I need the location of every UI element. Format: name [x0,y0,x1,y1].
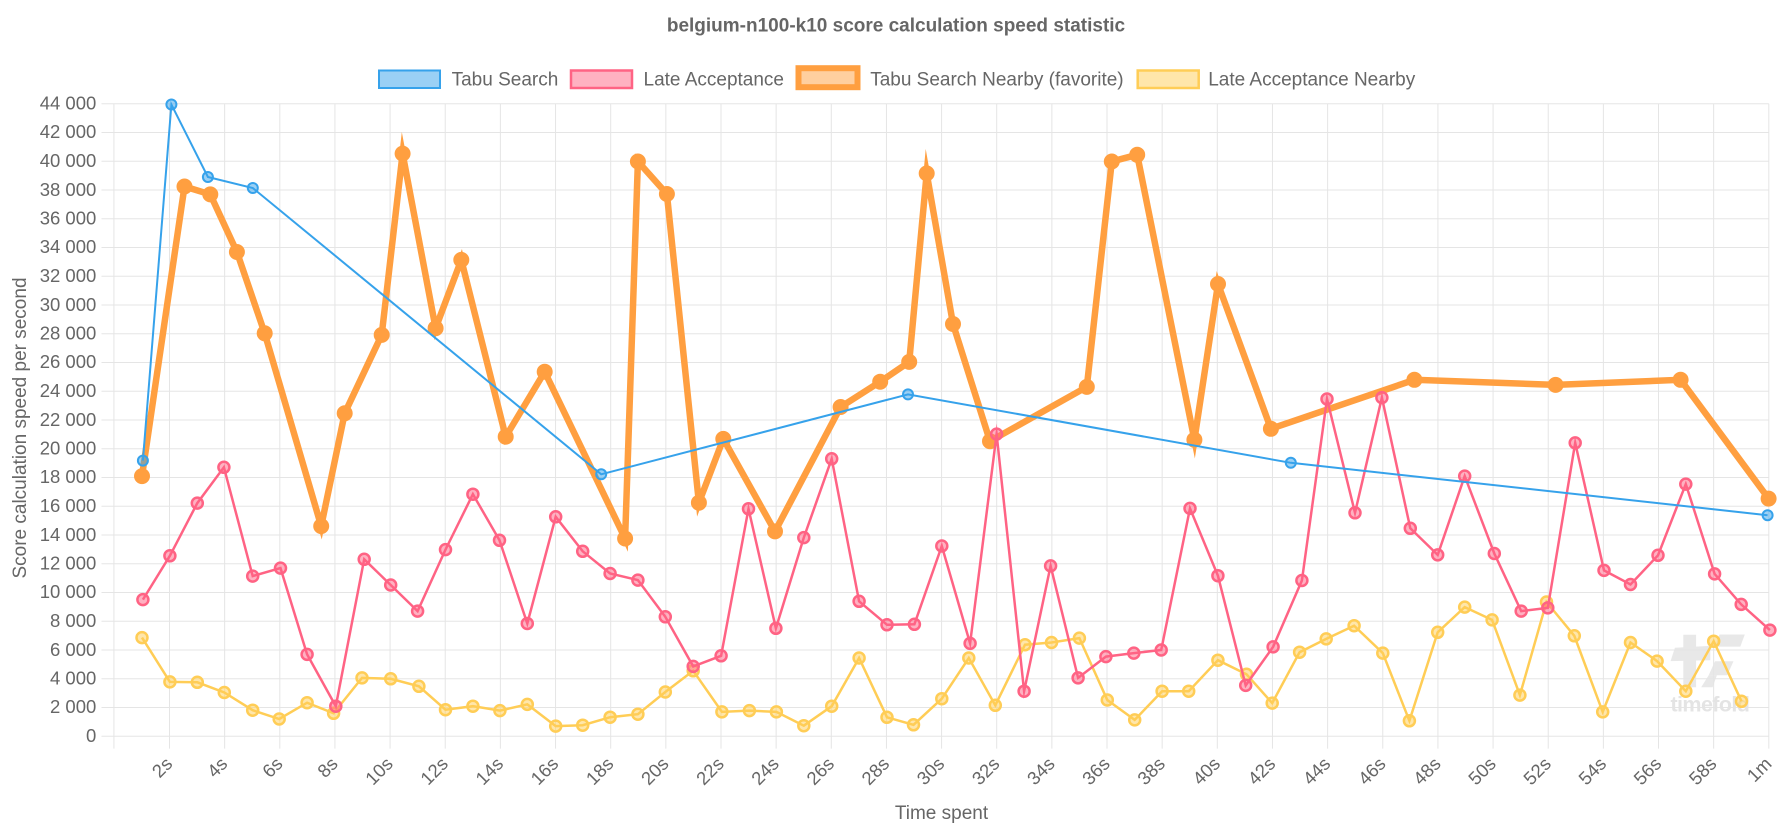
svg-text:52s: 52s [1519,753,1555,789]
svg-text:Tabu Search Nearby (favorite): Tabu Search Nearby (favorite) [870,70,1123,91]
svg-text:10s: 10s [361,753,397,789]
svg-text:50s: 50s [1464,753,1500,789]
svg-text:10 000: 10 000 [40,581,97,602]
svg-text:32s: 32s [968,753,1004,789]
svg-text:28 000: 28 000 [40,323,97,344]
svg-text:8 000: 8 000 [50,610,96,631]
svg-text:36 000: 36 000 [40,208,97,229]
svg-text:2s: 2s [148,753,177,782]
svg-text:34 000: 34 000 [40,236,97,257]
svg-text:48s: 48s [1409,753,1445,789]
svg-text:46s: 46s [1354,753,1390,789]
svg-text:22 000: 22 000 [40,409,97,430]
svg-text:34s: 34s [1023,753,1059,789]
svg-text:38s: 38s [1133,753,1169,789]
svg-text:0: 0 [86,725,96,746]
svg-text:16 000: 16 000 [40,495,97,516]
svg-text:30 000: 30 000 [40,294,97,315]
svg-text:20s: 20s [637,753,673,789]
svg-text:30s: 30s [912,753,948,789]
svg-text:26s: 26s [802,753,838,789]
svg-text:22s: 22s [692,753,728,789]
svg-text:44 000: 44 000 [40,93,97,114]
svg-text:4 000: 4 000 [50,668,96,689]
svg-text:14s: 14s [471,753,507,789]
svg-text:16s: 16s [526,753,562,789]
svg-text:56s: 56s [1629,753,1665,789]
svg-text:26 000: 26 000 [40,351,97,372]
svg-text:1m: 1m [1743,753,1776,786]
svg-text:40s: 40s [1188,753,1224,789]
svg-text:36s: 36s [1078,753,1114,789]
svg-text:2 000: 2 000 [50,696,96,717]
svg-text:28s: 28s [857,753,893,789]
svg-text:42 000: 42 000 [40,121,97,142]
svg-text:32 000: 32 000 [40,265,97,286]
svg-text:6s: 6s [258,753,287,782]
svg-text:Late Acceptance Nearby: Late Acceptance Nearby [1208,70,1416,91]
svg-text:Late Acceptance: Late Acceptance [644,70,785,91]
svg-text:belgium-n100-k10 score calcula: belgium-n100-k10 score calculation speed… [667,16,1126,37]
svg-text:8s: 8s [313,753,342,782]
svg-text:14 000: 14 000 [40,524,97,545]
svg-text:24s: 24s [747,753,783,789]
svg-text:20 000: 20 000 [40,438,97,459]
svg-text:38 000: 38 000 [40,179,97,200]
svg-text:12s: 12s [416,753,452,789]
svg-text:40 000: 40 000 [40,150,97,171]
svg-text:4s: 4s [203,753,232,782]
svg-text:Time spent: Time spent [895,803,989,824]
svg-text:18 000: 18 000 [40,466,97,487]
svg-text:58s: 58s [1685,753,1721,789]
svg-text:54s: 54s [1574,753,1610,789]
svg-text:Tabu Search: Tabu Search [452,70,559,91]
svg-text:24 000: 24 000 [40,380,97,401]
svg-text:6 000: 6 000 [50,639,96,660]
svg-text:Score calculation speed per se: Score calculation speed per second [10,277,31,578]
svg-text:44s: 44s [1298,753,1334,789]
svg-text:12 000: 12 000 [40,553,97,574]
svg-text:18s: 18s [582,753,618,789]
svg-text:42s: 42s [1243,753,1279,789]
